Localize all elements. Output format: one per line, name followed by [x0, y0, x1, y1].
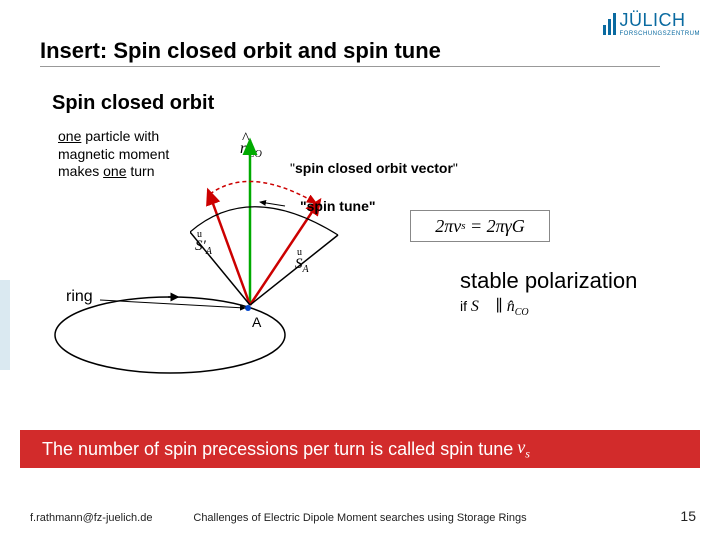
spin-tune-banner: The number of spin precessions per turn … — [20, 430, 700, 468]
ring-diagram — [50, 290, 290, 380]
particle-description: one particle with magnetic moment makes … — [58, 128, 169, 181]
if-condition: if S⃗ ∥ n̂CO — [460, 296, 529, 318]
stable-polarization-label: stable polarization — [460, 268, 637, 294]
spin-tune-formula: 2πνs = 2πγG — [410, 210, 550, 242]
logo-subtitle: FORSCHUNGSZENTRUM — [620, 31, 701, 37]
underline-one-b: one — [103, 163, 126, 179]
julich-logo: JÜLICH FORSCHUNGSZENTRUM — [603, 10, 701, 37]
closed-orbit-vector-label: "spin closed orbit vector" — [290, 160, 458, 176]
logo-bars-icon — [603, 13, 616, 35]
title-underline — [40, 66, 660, 67]
underline-one-a: one — [58, 128, 81, 144]
page-title: Insert: Spin closed orbit and spin tune — [40, 38, 441, 64]
footer-title: Challenges of Electric Dipole Moment sea… — [0, 512, 720, 524]
section-heading: Spin closed orbit — [52, 92, 214, 115]
vector-SA-prime-label: u S′A — [195, 238, 212, 257]
left-decorator — [0, 280, 10, 370]
point-A-label: A — [252, 314, 261, 330]
page-number: 15 — [680, 508, 696, 524]
logo-text: JÜLICH — [620, 10, 701, 31]
vector-SA-label: u SA — [295, 256, 309, 275]
spin-tune-label: "spin tune" — [300, 198, 376, 214]
